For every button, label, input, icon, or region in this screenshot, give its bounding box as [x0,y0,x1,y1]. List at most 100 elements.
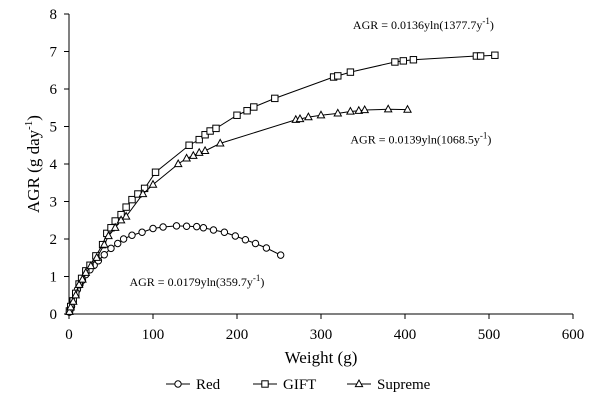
data-point-supreme [345,106,355,115]
series-line-red [68,225,281,313]
data-point-supreme [138,188,148,198]
data-point-supreme [360,104,370,114]
data-point-red [199,224,208,232]
data-point-supreme [188,150,198,159]
data-point-supreme [86,260,96,270]
data-point-gift [399,57,408,65]
equation-superscript: -1 [482,16,490,26]
x-tick-label: 100 [142,327,165,343]
y-tick-label: 3 [50,195,58,211]
x-tick-label: 600 [562,327,585,343]
data-point-supreme [173,158,183,168]
y-axis-title-main: AGR (g day [24,129,43,213]
data-point-supreme [68,296,78,305]
equation-label-red: AGR = 0.0179yln(359.7y-1) [129,273,264,289]
y-axis-title: AGR (g day-1) [23,115,43,213]
data-point-supreme [110,222,120,231]
legend-label-supreme: Supreme [377,377,431,393]
data-point-red [114,239,122,248]
legend-marker-red [174,380,182,388]
data-point-supreme [333,108,343,117]
data-point-supreme [403,104,412,113]
legend-marker-gift [261,380,269,388]
data-point-gift [271,94,279,103]
series-red [65,222,285,316]
data-point-red [241,236,250,244]
data-point-gift [250,103,258,111]
data-point-red [128,231,136,239]
data-point-red [138,228,146,236]
data-point-gift [212,124,220,133]
data-point-supreme [71,290,81,299]
y-tick-label: 1 [50,270,58,286]
data-point-supreme [354,105,364,114]
data-point-gift [151,168,160,176]
y-tick-label: 7 [50,45,58,61]
y-tick-label: 2 [50,232,58,248]
equation-tail: ) [260,275,264,289]
legend-item-gift: GIFT [253,377,316,393]
data-point-gift [140,184,149,193]
data-point-gift [243,107,251,115]
data-point-red [209,226,218,234]
y-tick-label: 0 [50,307,58,323]
data-point-gift [128,195,136,204]
data-point-supreme [148,179,158,188]
y-axis-title-tail: ) [24,115,43,121]
data-point-gift [476,52,485,60]
data-point-supreme [104,230,113,240]
equation-label-gift: AGR = 0.0136yln(1377.7y-1) [353,16,494,32]
data-point-gift [122,203,130,211]
y-tick-label: 4 [50,157,58,173]
plot-area [64,51,499,316]
data-point-supreme [66,302,76,311]
data-point-supreme [92,252,102,261]
data-point-supreme [215,138,225,147]
x-tick-label: 300 [310,327,333,343]
x-tick-label: 200 [226,327,249,343]
y-axis-title-superscript: -1 [23,121,35,130]
data-point-red [220,228,229,236]
data-point-red [251,239,260,248]
equation-superscript: -1 [480,130,488,140]
annotations: AGR = 0.0136yln(1377.7y-1) AGR = 0.0139yl… [129,16,493,289]
data-point-red [182,222,191,230]
data-point-supreme [303,112,313,121]
data-point-red [262,244,271,252]
data-point-gift [491,51,499,59]
data-point-gift [409,56,418,64]
data-point-supreme [316,110,326,119]
legend-item-supreme: Supreme [347,377,431,393]
equation-text: AGR = 0.0179yln(359.7y [129,275,252,289]
data-point-red [159,223,167,231]
data-point-supreme [121,211,131,220]
x-tick-label: 0 [65,327,73,343]
equation-text: AGR = 0.0139yln(1068.5y [350,132,479,146]
data-point-gift [201,131,209,139]
data-point-red [149,224,157,233]
x-axis-title: Weight (g) [285,348,358,367]
data-point-gift [346,68,355,76]
x-tick-label: 500 [478,327,501,343]
data-point-red [276,251,285,259]
legend-label-gift: GIFT [283,377,316,393]
data-point-supreme [182,153,192,162]
data-point-red [119,235,128,243]
equation-tail: ) [487,132,491,146]
data-point-gift [185,141,193,149]
equation-superscript: -1 [253,273,260,283]
legend-marker-supreme [354,378,364,388]
data-point-red [231,232,240,240]
data-point-supreme [64,306,74,315]
data-point-gift [334,72,342,80]
axes: 0 1 2 3 4 5 6 7 8 0 100 200 300 400 500 600 Weight (g) AG… [23,7,584,367]
data-point-supreme [99,239,109,248]
legend-label-red: Red [196,377,221,393]
x-tick-label: 400 [394,327,417,343]
series-supreme [64,104,412,315]
legend: Red GIFT Supreme [166,377,431,393]
y-tick-label: 6 [50,82,58,98]
data-point-supreme [74,279,84,288]
data-point-red [172,222,181,230]
